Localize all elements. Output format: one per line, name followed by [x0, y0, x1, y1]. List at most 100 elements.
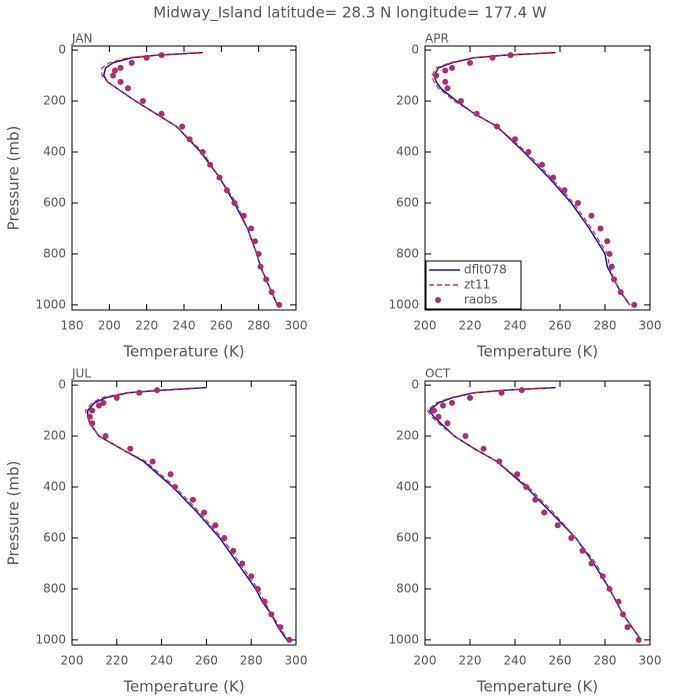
raob-point — [440, 402, 446, 409]
raob-point — [507, 52, 514, 59]
raob-point — [251, 238, 258, 245]
raob-point — [127, 445, 134, 452]
y-tick-label: 200 — [43, 429, 66, 443]
y-tick-label: 0 — [58, 43, 66, 57]
raob-point — [276, 301, 283, 308]
raob-point — [154, 387, 161, 394]
y-tick-label: 800 — [43, 246, 66, 260]
panel: APR Temperature (K) 200 220 240 260 280 300 0 200… — [388, 32, 661, 361]
raob-point — [473, 110, 480, 117]
raob-point — [631, 301, 638, 308]
x-tick-label: 200 — [98, 319, 121, 333]
raob-point — [167, 471, 174, 478]
raob-point — [525, 149, 532, 156]
panel-title: JAN — [71, 32, 93, 46]
raob-point — [568, 534, 575, 541]
raob-point — [579, 547, 586, 554]
x-axis-label: Temperature (K) — [122, 678, 244, 696]
raob-point — [248, 573, 255, 580]
raob-point — [199, 149, 206, 156]
raob-point — [125, 85, 131, 92]
x-tick-label: 200 — [414, 319, 437, 333]
y-tick-label: 1000 — [388, 632, 419, 646]
raob-point — [231, 199, 238, 206]
x-tick-label: 300 — [285, 654, 308, 668]
raob-point — [158, 110, 165, 117]
raob-point — [221, 534, 228, 541]
raob-point — [467, 394, 473, 401]
raob-point — [240, 212, 247, 219]
panel: OCT Temperature (K) 200 220 240 260 280 300 0 200… — [388, 367, 661, 696]
raob-point — [449, 64, 455, 71]
raob-point — [588, 212, 595, 219]
raob-point — [257, 263, 264, 270]
raob-point — [223, 187, 230, 194]
raob-point — [89, 420, 96, 427]
raob-point — [149, 458, 156, 465]
raob-point — [186, 136, 193, 143]
raob-point — [254, 585, 261, 592]
y-tick-label: 400 — [396, 480, 419, 494]
x-tick-label: 180 — [61, 319, 84, 333]
x-tick-label: 260 — [549, 319, 572, 333]
raob-point — [212, 522, 219, 529]
raob-point — [554, 522, 561, 529]
raob-point — [561, 187, 568, 194]
y-tick-label: 200 — [396, 429, 419, 443]
panel-title: OCT — [425, 367, 451, 381]
x-tick-label: 260 — [549, 654, 572, 668]
y-tick-label: 800 — [396, 581, 419, 595]
raob-point — [550, 174, 557, 181]
profile-line — [431, 52, 631, 306]
raob-point — [143, 54, 150, 61]
x-axis-label: Temperature (K) — [476, 678, 598, 696]
raob-point — [201, 509, 208, 516]
raob-point — [620, 611, 626, 618]
raob-point — [615, 598, 622, 605]
raob-point — [433, 72, 440, 79]
y-tick-label: 400 — [43, 145, 66, 159]
y-tick-label: 800 — [43, 581, 66, 595]
raob-point — [442, 78, 449, 85]
y-axis-label: Pressure (mb) — [5, 126, 23, 231]
y-axis-label: Pressure (mb) — [5, 461, 23, 566]
raob-point — [277, 624, 284, 631]
raob-point — [110, 72, 117, 79]
raob-point — [268, 611, 275, 618]
raob-point — [496, 458, 503, 465]
raob-point — [431, 407, 437, 414]
x-tick-label: 220 — [459, 654, 482, 668]
y-tick-label: 600 — [43, 195, 66, 209]
panel: JUL Temperature (K) Pressure (mb) 200 220 240… — [5, 367, 308, 696]
raob-point — [189, 496, 196, 503]
raob-point — [597, 225, 604, 232]
raob-point — [608, 263, 615, 270]
x-tick-label: 260 — [210, 319, 233, 333]
raob-point — [606, 250, 613, 257]
y-tick-label: 800 — [396, 246, 419, 260]
raob-point — [604, 238, 611, 245]
raob-point — [617, 289, 624, 296]
raob-point — [158, 52, 165, 59]
profile-line — [426, 387, 642, 641]
raob-point — [86, 413, 93, 420]
x-tick-label: 280 — [594, 654, 617, 668]
y-tick-label: 600 — [396, 530, 419, 544]
x-tick-label: 300 — [285, 319, 308, 333]
raob-point — [239, 560, 246, 567]
x-tick-label: 220 — [105, 654, 128, 668]
raob-point — [230, 547, 237, 554]
x-tick-label: 280 — [240, 654, 263, 668]
raob-point — [117, 78, 124, 85]
raob-point — [606, 585, 613, 592]
y-tick-label: 200 — [43, 94, 66, 108]
x-tick-label: 200 — [414, 654, 437, 668]
raob-point — [89, 407, 96, 414]
x-tick-label: 300 — [639, 654, 662, 668]
x-tick-label: 300 — [639, 319, 662, 333]
figure-title: Midway_Island latitude= 28.3 N longitude… — [153, 4, 547, 23]
y-tick-label: 400 — [43, 480, 66, 494]
legend-label: zt11 — [464, 278, 490, 292]
raob-point — [599, 573, 606, 580]
